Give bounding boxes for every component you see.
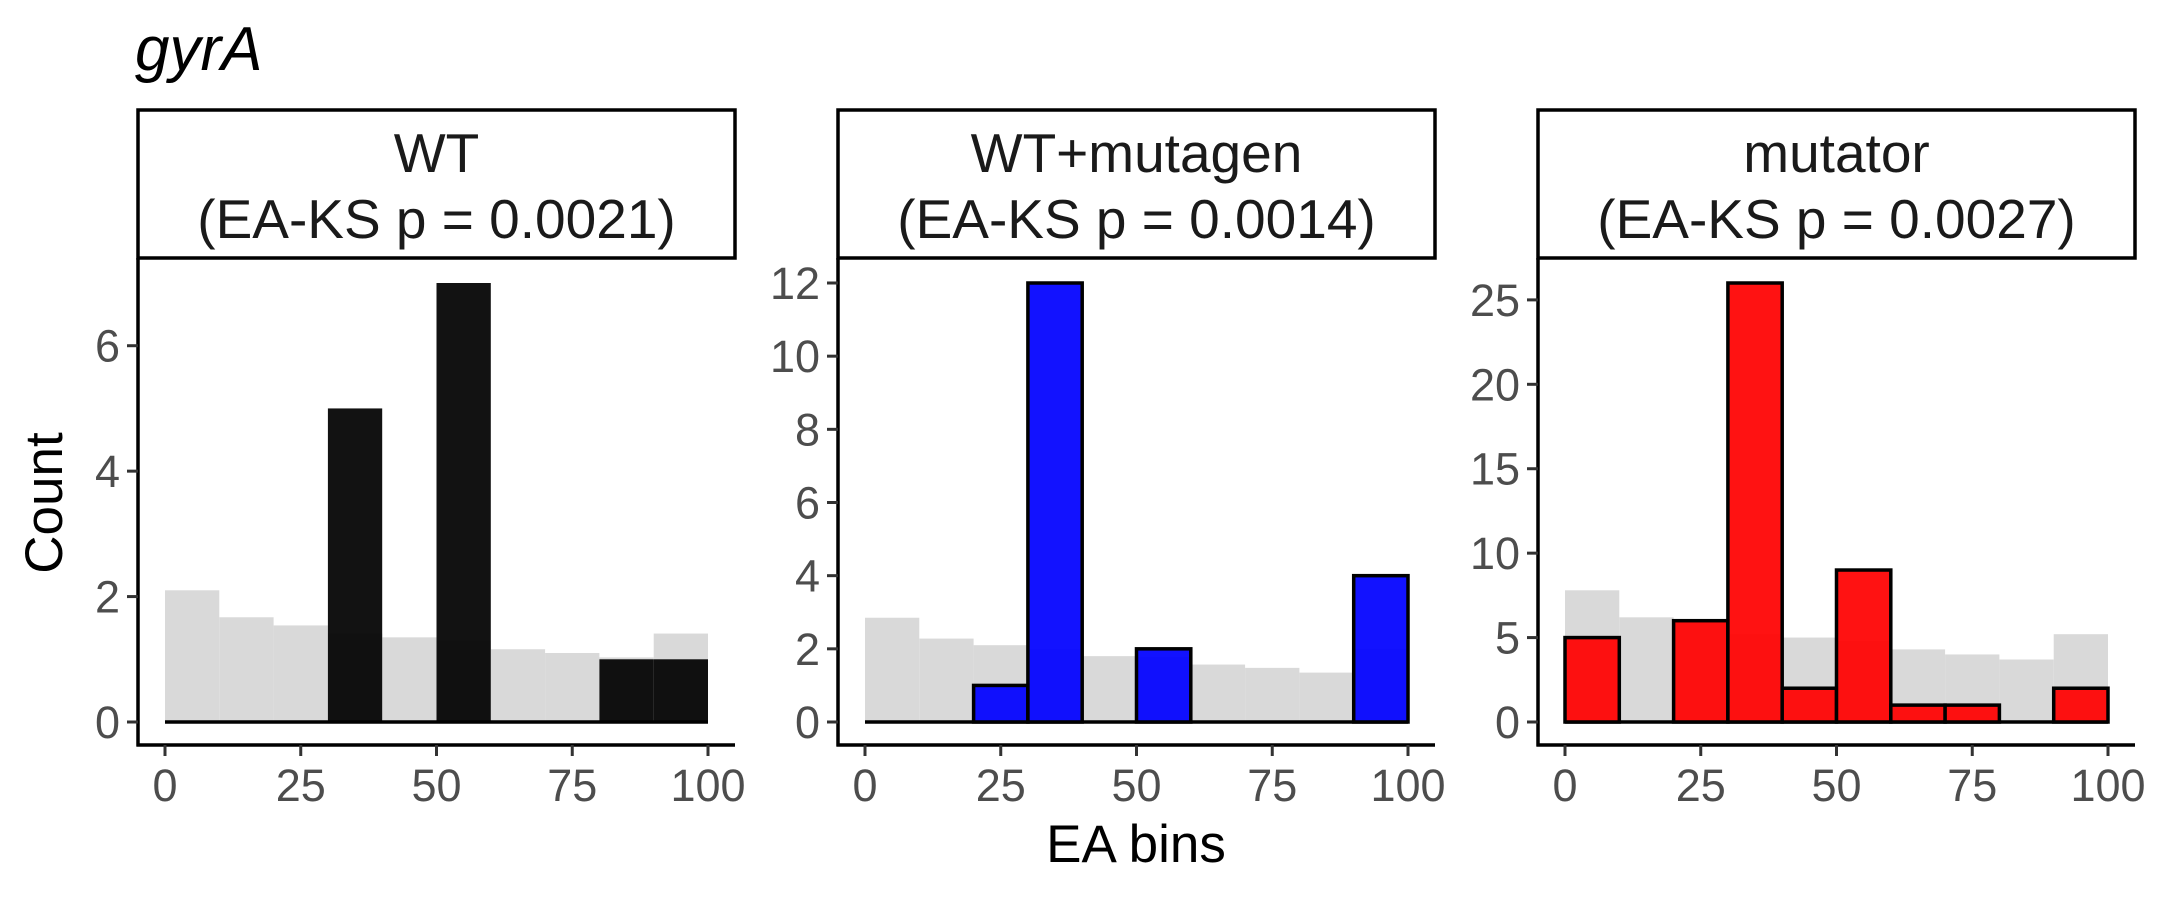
- background-bar-wt-2: [273, 625, 328, 722]
- background-bar-mutator-8: [1999, 659, 2054, 722]
- background-bar-wt-mutagen-0: [865, 617, 920, 722]
- x-tick-label-wt-100: 100: [670, 760, 745, 811]
- y-tick-label-wt-mutagen-2: 2: [795, 624, 820, 675]
- background-bar-mutator-1: [1619, 617, 1674, 722]
- y-tick-label-wt-mutagen-0: 0: [795, 697, 820, 748]
- y-tick-label-mutator-25: 25: [1470, 275, 1520, 326]
- x-tick-label-wt-mutagen-0: 0: [852, 760, 877, 811]
- strip-box-wt-mutagen: [836, 108, 1437, 260]
- y-tick-label-mutator-10: 10: [1470, 528, 1520, 579]
- background-bar-wt-mutagen-7: [1245, 667, 1300, 722]
- histogram-bar-wt-mutagen-3: [1026, 281, 1084, 724]
- histogram-bar-mutator-4: [1780, 686, 1839, 724]
- x-tick-label-wt-mutagen-50: 50: [1111, 760, 1161, 811]
- strip-label-wt-line1: WT: [394, 122, 480, 184]
- x-tick-label-wt-mutagen-100: 100: [1370, 760, 1445, 811]
- panel-wt-mutagen: WT+mutagen (EA-KS p = 0.0014) 0246810120…: [770, 108, 1446, 811]
- plot-area-wt: 0 2 4 6 0 25 50 75 100: [95, 258, 746, 811]
- strip-label-wt-mutagen-line2: (EA-KS p = 0.0014): [897, 188, 1375, 250]
- x-tick-label-mutator-100: 100: [2070, 760, 2145, 811]
- histogram-bar-wt-mutagen-2: [971, 683, 1030, 724]
- background-bar-wt-mutagen-1: [919, 638, 974, 722]
- x-tick-label-wt-50: 50: [411, 760, 461, 811]
- x-axis-title: EA bins: [1046, 815, 1226, 874]
- y-tick-label-wt-mutagen-4: 4: [795, 551, 820, 602]
- y-tick-label-wt-2: 2: [95, 572, 120, 623]
- y-tick-label-wt-6: 6: [95, 321, 120, 372]
- histogram-bar-wt-3: [327, 408, 383, 722]
- plot-area-mutator: 0 5 10 15 20 25 0 25 50 75 100: [1470, 258, 2146, 811]
- histogram-bar-mutator-2: [1671, 618, 1730, 724]
- histogram-bar-mutator-6: [1889, 703, 1947, 724]
- histogram-bar-wt-9: [653, 659, 708, 722]
- strip-box-mutator: [1536, 108, 2137, 260]
- histogram-bar-wt-5: [436, 283, 491, 722]
- background-bar-wt-1: [219, 617, 274, 722]
- y-tick-label-wt-0: 0: [95, 697, 120, 748]
- histogram-bar-mutator-9: [2051, 686, 2110, 724]
- background-bar-wt-6: [490, 649, 546, 722]
- histogram-bar-mutator-0: [1563, 635, 1622, 724]
- histogram-bar-wt-mutagen-9: [1351, 573, 1410, 724]
- strip-label-mutator-line1: mutator: [1743, 122, 1929, 184]
- histogram-bar-wt-8: [599, 659, 654, 722]
- strip-label-wt-line2: (EA-KS p = 0.0021): [197, 188, 675, 250]
- y-tick-label-mutator-20: 20: [1470, 359, 1520, 410]
- background-bar-wt-mutagen-4: [1082, 656, 1137, 722]
- y-tick-label-mutator-0: 0: [1495, 697, 1520, 748]
- x-tick-label-wt-mutagen-25: 25: [976, 760, 1026, 811]
- x-tick-label-wt-75: 75: [547, 760, 597, 811]
- background-bar-wt-mutagen-8: [1299, 672, 1354, 722]
- y-tick-label-mutator-5: 5: [1495, 613, 1520, 664]
- background-bar-wt-0: [165, 590, 220, 722]
- x-tick-label-mutator-75: 75: [1947, 760, 1997, 811]
- histogram-bar-wt-mutagen-5: [1134, 647, 1193, 724]
- x-tick-label-mutator-0: 0: [1552, 760, 1577, 811]
- x-tick-label-wt-0: 0: [152, 760, 177, 811]
- y-tick-label-wt-mutagen-10: 10: [770, 331, 820, 382]
- chart-title: gyrA: [135, 15, 262, 84]
- panel-mutator: mutator (EA-KS p = 0.0027) 0 5 10 15 20 25 0 25…: [1470, 108, 2146, 811]
- panel-wt: WT (EA-KS p = 0.0021) 0 2 4 6 0 25 50 75 100: [95, 108, 746, 811]
- y-tick-label-wt-mutagen-8: 8: [795, 404, 820, 455]
- x-tick-label-wt-mutagen-75: 75: [1247, 760, 1297, 811]
- x-tick-label-mutator-50: 50: [1811, 760, 1861, 811]
- y-tick-label-wt-mutagen-12: 12: [770, 258, 820, 309]
- plot-area-wt-mutagen: 0 2 4 6 8 10 12 0 25 50 75 100: [770, 258, 1446, 811]
- x-tick-label-wt-25: 25: [276, 760, 326, 811]
- y-tick-label-mutator-15: 15: [1470, 444, 1520, 495]
- histogram-bar-mutator-7: [1943, 703, 2002, 724]
- y-tick-label-wt-4: 4: [95, 446, 120, 497]
- background-bar-wt-4: [382, 637, 437, 722]
- histogram-bar-mutator-5: [1834, 568, 1893, 724]
- background-bar-wt-mutagen-6: [1190, 664, 1246, 722]
- strip-label-mutator-line2: (EA-KS p = 0.0027): [1597, 188, 2075, 250]
- background-bar-wt-7: [545, 653, 600, 722]
- y-tick-label-wt-mutagen-6: 6: [795, 478, 820, 529]
- histogram-bar-mutator-3: [1726, 281, 1784, 724]
- strip-box-wt: [136, 108, 737, 260]
- x-tick-label-mutator-25: 25: [1676, 760, 1726, 811]
- strip-label-wt-mutagen-line1: WT+mutagen: [971, 122, 1303, 184]
- y-axis-title: Count: [15, 432, 74, 574]
